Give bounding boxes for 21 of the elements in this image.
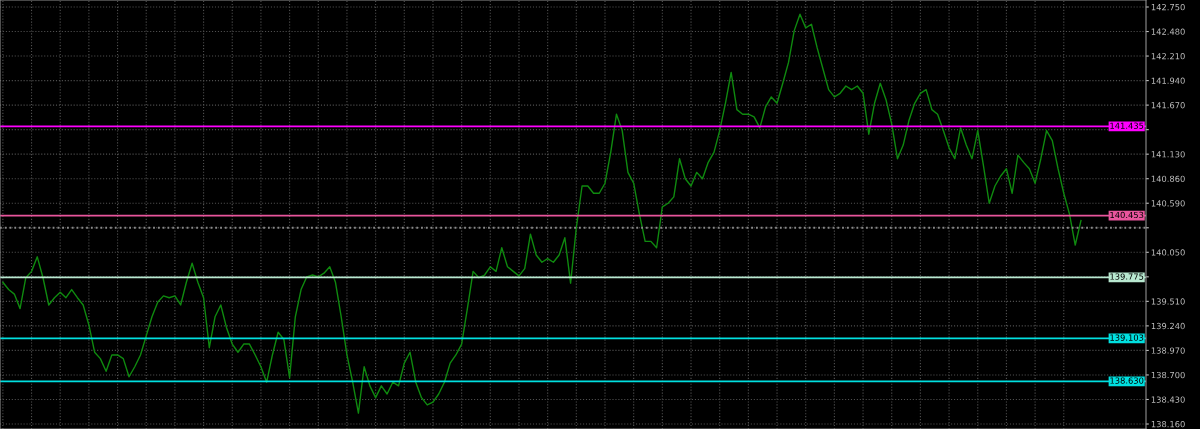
y-tick-label: 138.160	[1151, 420, 1185, 428]
y-tick-label: 140.590	[1151, 200, 1185, 207]
y-tick-label: 139.510	[1151, 298, 1185, 305]
ref-line-label: 138.630	[1110, 377, 1144, 384]
y-tick-label: 140.860	[1151, 175, 1185, 182]
y-tick-label: 138.970	[1151, 347, 1185, 354]
y-tick-label: 142.750	[1151, 3, 1185, 11]
y-tick-label: 138.700	[1151, 371, 1185, 379]
y-tick-label: 140.050	[1151, 249, 1185, 256]
ref-line-label: 140.453	[1110, 211, 1144, 219]
y-tick-label: 139.240	[1151, 322, 1185, 330]
ref-line-label: 139.775	[1110, 273, 1144, 280]
line-series	[2, 13, 1082, 414]
ref-line-label: 139.103	[1110, 334, 1144, 341]
y-tick-label: 142.480	[1151, 28, 1185, 35]
y-tick-label: 138.430	[1151, 396, 1185, 403]
ref-line-label: 141.435	[1110, 122, 1144, 129]
y-tick-label: 141.940	[1151, 77, 1185, 84]
y-tick-label: 142.210	[1151, 53, 1185, 60]
y-tick-label: 141.130	[1151, 151, 1185, 158]
y-tick-label: 141.670	[1151, 102, 1185, 109]
